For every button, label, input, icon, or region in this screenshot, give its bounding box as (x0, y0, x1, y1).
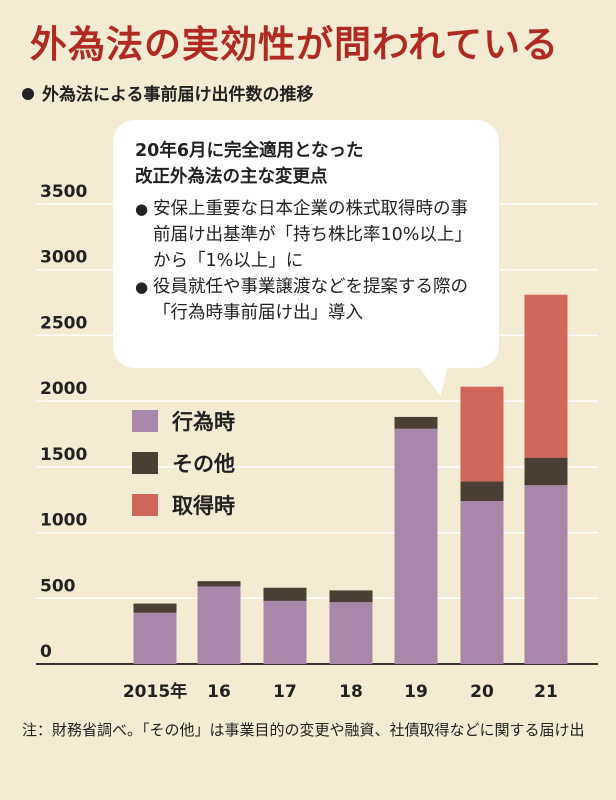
legend-label-koui: 行為時 (172, 410, 235, 434)
callout-item-1: ● 安保上重要な日本企業の株式取得時の事前届け出基準が「持ち株比率10%以上」か… (135, 196, 481, 274)
bar-segment (263, 600, 307, 664)
callout-item-1-text: 安保上重要な日本企業の株式取得時の事前届け出基準が「持ち株比率10%以上」から「… (153, 199, 472, 271)
x-tick-label: 20 (470, 682, 494, 702)
callout-heading: 20年6月に完全適用となった 改正外為法の主な変更点 (135, 138, 481, 190)
bar-segment (133, 612, 177, 664)
callout-heading-line1: 20年6月に完全適用となった (135, 141, 364, 161)
callout-heading-line2: 改正外為法の主な変更点 (135, 167, 328, 187)
x-tick-label: 16 (207, 682, 231, 702)
y-tick-label: 2000 (40, 379, 87, 399)
x-tick-label: 19 (404, 682, 428, 702)
y-tick-label: 3500 (40, 182, 87, 202)
footnote: 注：財務省調べ。「その他」は事業目的の変更や融資、社債取得などに関する届け出 (22, 721, 585, 739)
y-tick-label: 0 (40, 642, 52, 662)
bar-segment (329, 602, 373, 664)
bar-segment (263, 587, 307, 601)
chart-subtitle-text: 外為法による事前届け出件数の推移 (42, 85, 314, 105)
callout-box: 20年6月に完全適用となった 改正外為法の主な変更点 ● 安保上重要な日本企業の… (113, 120, 499, 368)
y-tick-label: 2500 (40, 313, 87, 333)
x-tick-label: 21 (534, 682, 558, 702)
x-tick-label: 2015年 (123, 681, 187, 702)
bullet-dot-icon (22, 88, 34, 100)
bar-segment (197, 581, 241, 587)
chart-title: 外為法の実効性が問われている (30, 23, 560, 66)
bar-segment (394, 428, 438, 664)
bar-segment (460, 501, 504, 664)
bar-segment (394, 416, 438, 429)
legend-item-koui: 行為時 (132, 400, 235, 442)
bullet-icon: ● (135, 278, 149, 296)
bar-segment (460, 481, 504, 502)
bullet-icon: ● (135, 200, 149, 218)
legend-item-other: その他 (132, 442, 235, 484)
bar-segment (329, 590, 373, 603)
legend-swatch-koui (132, 410, 158, 432)
bar-segment (524, 485, 568, 664)
bar-segment (133, 603, 177, 613)
callout-item-2-text: 役員就任や事業譲渡などを提案する際の「行為時事前届け出」導入 (153, 277, 468, 323)
y-tick-label: 500 (40, 576, 76, 596)
x-tick-label: 18 (339, 682, 363, 702)
y-tick-label: 1500 (40, 445, 87, 465)
callout-item-2: ● 役員就任や事業譲渡などを提案する際の「行為時事前届け出」導入 (135, 274, 481, 326)
bar-segment (460, 386, 504, 482)
bar-segment (524, 457, 568, 486)
x-tick-label: 17 (273, 682, 297, 702)
legend: 行為時 その他 取得時 (132, 400, 235, 526)
legend-label-shutoku: 取得時 (172, 494, 235, 518)
y-tick-label: 3000 (40, 248, 87, 268)
legend-swatch-other (132, 452, 158, 474)
legend-label-other: その他 (172, 452, 235, 476)
chart-subtitle: 外為法による事前届け出件数の推移 (22, 80, 314, 105)
bar-segment (524, 294, 568, 458)
y-tick-label: 1000 (40, 511, 87, 531)
legend-swatch-shutoku (132, 494, 158, 516)
bar-segment (197, 586, 241, 664)
legend-item-shutoku: 取得時 (132, 484, 235, 526)
